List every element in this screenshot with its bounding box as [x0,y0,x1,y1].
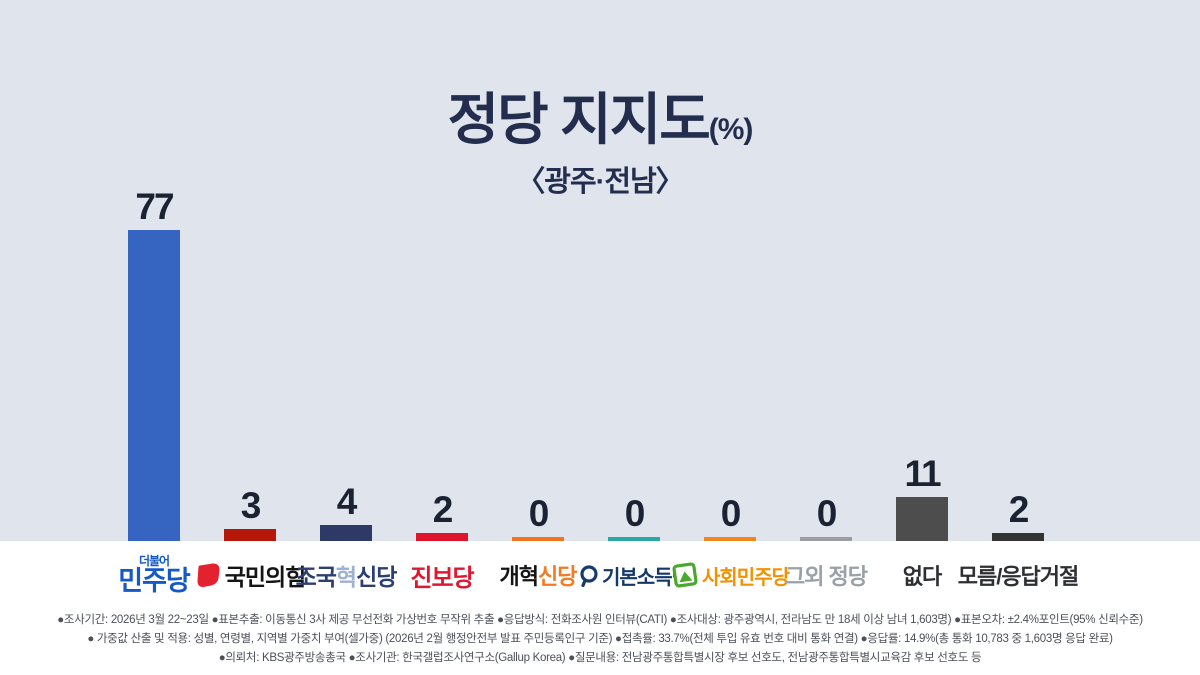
bar-dontknow [992,532,1044,541]
bar-socialdem [704,537,756,541]
bip-icon [580,564,598,587]
party-label-chokuk: 조국 혁 신당 [295,546,398,604]
column-socialdem: 0 [682,495,778,541]
party-name-text: 기본소득당 [602,566,690,589]
value-label-socialdem: 0 [720,493,742,534]
party-label-other: 그외 정당 [778,546,874,604]
party-name-text: 그외 정당 [784,564,868,589]
column-none: 11 [874,455,970,541]
value-label-minjoo: 77 [135,185,174,227]
party-name-text: 국민의힘 [224,564,307,590]
survey-footnotes: ●조사기간: 2026년 3월 22~23일 ●표본추출: 이동통신 3사 제공… [0,611,1200,668]
value-label-dontknow: 2 [1008,488,1030,530]
party-label-socialdem: 사회민주당 [672,546,790,604]
value-label-other: 0 [816,493,838,534]
party-name-text: 민주당 [118,566,191,596]
column-jinbo: 2 [394,491,490,541]
page-title-text: 정당 지지도 [447,88,711,151]
column-reform: 0 [490,495,586,541]
party-name-text: 모름/응답거절 [957,564,1080,589]
column-other: 0 [778,495,874,541]
value-label-jinbo: 2 [432,488,454,530]
party-label-minjoo: 더불어 민주당 [106,546,202,604]
party-label-reform: 개혁 신당 [490,546,586,604]
title-block: 정당 지지도(%) 〈광주·전남〉 [0,92,1200,200]
bar-jinbo [416,532,468,541]
value-label-none: 11 [904,452,941,494]
party-name-text: 없다 [902,564,942,589]
footnote-line-2: ● 가중값 산출 및 적용: 성별, 연령별, 지역별 가중치 부여(셀가중) … [87,633,1113,645]
bar-chart: 77 3 4 2 0 0 0 0 11 2 [106,0,1066,541]
footnote-line-3: ●의뢰처: KBS광주방송총국 ●조사기관: 한국갤럽조사연구소(Gallup … [218,652,982,664]
value-label-basicincome: 0 [624,493,646,534]
party-name-text: 혁 [335,564,357,590]
bar-reform [512,537,564,541]
page-title: 정당 지지도(%) [0,92,1200,148]
bar-minjoo [128,229,180,541]
party-name-text: 신당 [356,564,397,590]
bar-other [800,537,852,541]
party-label-basicincome: 기본소득당 [580,546,690,604]
party-label-jinbo: 진보당 [394,546,490,604]
bar-basicincome [608,537,660,541]
column-minjoo: 77 [106,188,202,541]
value-label-ppp: 3 [240,484,262,526]
column-basicincome: 0 [586,495,682,541]
column-dontknow: 2 [970,491,1066,541]
party-name-text: 개혁 [499,564,539,589]
party-label-ppp: 국민의힘 [197,546,306,604]
page-subtitle: 〈광주·전남〉 [516,166,684,198]
bar-chokuk [320,524,372,541]
bar-none [896,496,948,541]
party-name-text: 진보당 [410,564,474,592]
label-band: 더불어 민주당 국민의힘 조국 혁 신당 진보당 개혁 신당 기본소득당 사회민주당 그외 정당 없다 모… [0,541,1200,675]
sdp-icon [672,562,698,588]
ppp-icon [197,563,220,587]
party-label-dontknow: 모름/응답거절 [958,546,1080,604]
party-label-none: 없다 [874,546,970,604]
page-title-unit: (%) [708,113,754,146]
party-name-text: 사회민주당 [702,566,790,589]
value-label-reform: 0 [528,493,550,534]
party-name-text: 조국 [295,564,337,590]
value-label-chokuk: 4 [336,480,358,522]
footnote-line-1: ●조사기간: 2026년 3월 22~23일 ●표본추출: 이동통신 3사 제공… [57,614,1143,626]
party-name-toptext: 더불어 [138,554,170,568]
column-ppp: 3 [202,487,298,541]
bar-ppp [224,528,276,541]
party-labels-row: 더불어 민주당 국민의힘 조국 혁 신당 진보당 개혁 신당 기본소득당 사회민주당 그외 정당 없다 모… [106,546,1080,604]
party-name-text: 신당 [538,564,577,589]
column-chokuk: 4 [298,483,394,541]
